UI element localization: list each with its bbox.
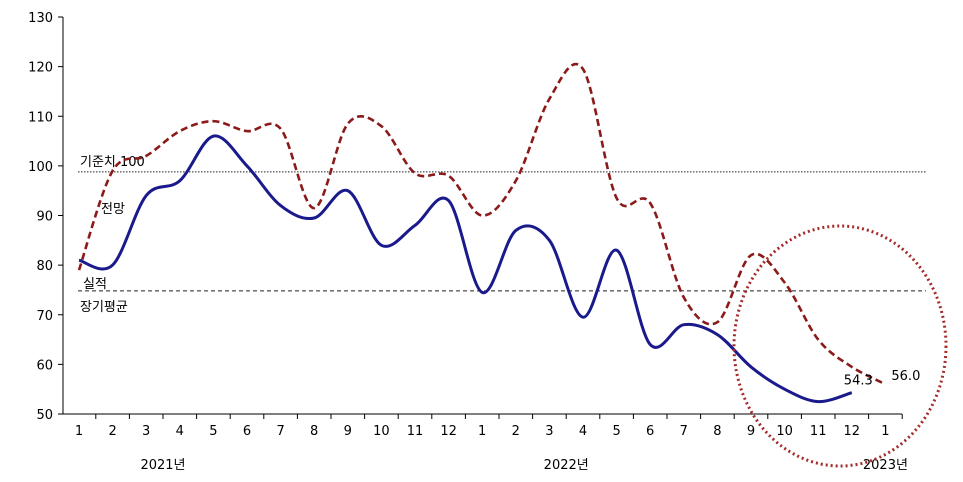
y-tick-label: 60 <box>36 358 53 373</box>
x-tick-label: 7 <box>276 424 284 439</box>
x-tick-label: 5 <box>612 424 620 439</box>
highlight-layer <box>732 224 948 468</box>
x-tick-label: 2 <box>512 424 520 439</box>
series-layer <box>77 62 886 404</box>
x-tick-label: 3 <box>545 424 553 439</box>
reference-line-label: 장기평균 <box>80 300 128 315</box>
y-tick-label: 110 <box>28 110 53 125</box>
x-tick-label: 12 <box>440 424 457 439</box>
y-tick-label: 130 <box>28 11 53 26</box>
x-tick-label: 10 <box>776 424 793 439</box>
y-tick-label: 90 <box>36 210 53 225</box>
x-tick-label: 4 <box>176 424 184 439</box>
year-label: 2023년 <box>863 458 908 473</box>
series-line-forecast <box>77 62 886 386</box>
x-tick-label: 3 <box>142 424 150 439</box>
series-line-actual <box>78 134 853 404</box>
y-axis: 50 60 70 80 90 100 110 120 130 <box>28 11 64 423</box>
x-tick-label: 6 <box>646 424 654 439</box>
year-label: 2022년 <box>544 458 589 473</box>
x-tick-label: 4 <box>579 424 587 439</box>
x-tick-label: 10 <box>373 424 390 439</box>
y-tick-label: 80 <box>36 259 53 274</box>
x-tick-label: 1 <box>478 424 486 439</box>
x-tick-label: 9 <box>344 424 352 439</box>
x-tick-label: 5 <box>209 424 217 439</box>
x-tick-label: 11 <box>810 424 827 439</box>
data-label: 54.3 <box>844 374 873 389</box>
x-tick-label: 6 <box>243 424 251 439</box>
x-tick-label: 12 <box>844 424 861 439</box>
y-tick-label: 70 <box>36 309 53 324</box>
series-label-forecast: 전망 <box>101 202 125 217</box>
x-tick-label: 8 <box>310 424 318 439</box>
series-label-actual: 실적 <box>83 277 107 292</box>
data-label: 56.0 <box>891 369 920 384</box>
x-tick-label: 8 <box>713 424 721 439</box>
x-tick-label: 1 <box>881 424 889 439</box>
reference-line-label: 기준치 100 <box>80 155 145 170</box>
x-tick-label: 9 <box>747 424 755 439</box>
y-tick-label: 50 <box>36 408 53 423</box>
x-tick-label: 1 <box>75 424 83 439</box>
x-tick-label: 11 <box>407 424 424 439</box>
year-label: 2021년 <box>140 458 185 473</box>
x-tick-label: 7 <box>680 424 688 439</box>
highlight-circle <box>732 224 948 468</box>
y-tick-label: 100 <box>28 160 53 175</box>
y-tick-label: 120 <box>28 61 53 76</box>
x-tick-label: 2 <box>108 424 116 439</box>
